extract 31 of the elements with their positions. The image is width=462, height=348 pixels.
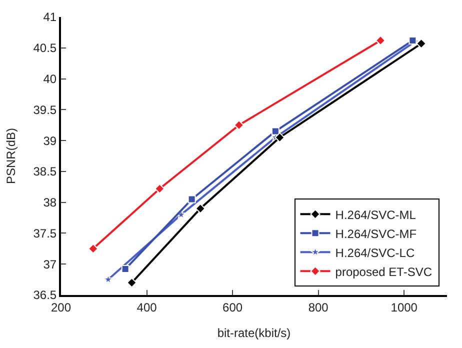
point [234, 120, 244, 130]
y-tick-label: 41 [43, 10, 57, 24]
x-tick-label: 200 [50, 300, 72, 314]
x-tick-label: 400 [136, 300, 158, 314]
y-tick-label: 40.5 [33, 41, 57, 56]
point [126, 278, 137, 288]
y-tick-label: 38 [43, 196, 57, 210]
point [416, 38, 426, 49]
legend-label: H.264/SVC-LC [335, 246, 415, 260]
y-tick-label: 39.5 [33, 102, 57, 117]
y-tick-label: 37 [43, 257, 57, 272]
legend-label: proposed ET-SVC [335, 264, 432, 279]
y-axis-title: PSNR(dB) [4, 128, 18, 184]
point [88, 244, 98, 254]
point [154, 184, 165, 194]
y-tick-label: 38.5 [33, 164, 57, 179]
point [195, 203, 206, 214]
y-tick-label: 37.5 [33, 226, 57, 240]
x-tick-label: 800 [308, 300, 329, 314]
legend-label: H.264/SVC-MF [335, 226, 417, 241]
point [375, 35, 386, 46]
y-tick-label: 36.5 [33, 288, 57, 302]
x-tick-label: 1000 [390, 300, 418, 314]
point [271, 127, 280, 136]
x-axis-title: bit-rate(kbit/s) [217, 326, 291, 340]
y-tick-label: 40 [43, 72, 57, 86]
x-tick-label: 600 [222, 300, 243, 314]
legend-label: H.264/SVC-ML [335, 208, 416, 222]
y-tick-label: 39 [43, 134, 57, 148]
point [188, 195, 196, 204]
point [274, 132, 285, 143]
